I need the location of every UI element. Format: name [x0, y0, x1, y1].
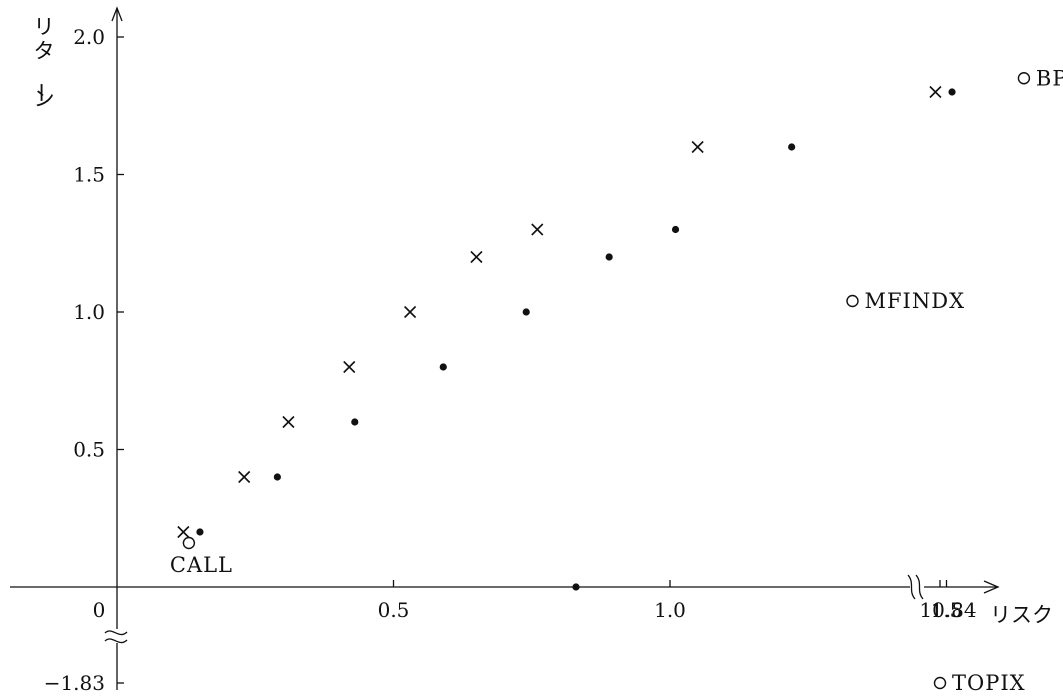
open-circle-point [935, 678, 946, 689]
data-marks [178, 87, 956, 591]
cross-point [283, 417, 294, 428]
cross-point [930, 87, 941, 98]
origin-label: 0 [93, 598, 106, 622]
open-circle-point [183, 538, 194, 549]
point-label: CALL [170, 553, 233, 577]
x-tick-label: 1.0 [654, 598, 686, 622]
x-axis-title: リスク [990, 603, 1053, 627]
dot-point [274, 473, 281, 480]
dot-point [672, 226, 679, 233]
dot-point [523, 308, 530, 315]
open-circle-point [847, 296, 858, 307]
cross-point [344, 362, 355, 373]
y-tick-label: 2.0 [73, 25, 105, 49]
x-break-label: 10.84 [919, 598, 976, 622]
open-circle-point [1018, 73, 1029, 84]
dot-point [788, 143, 795, 150]
axes [10, 8, 998, 690]
y-axis-title: リターン [29, 15, 55, 111]
dot-point [351, 418, 358, 425]
y-tick-label: 1.5 [73, 163, 105, 187]
x-tick-label: 0.5 [378, 598, 410, 622]
cross-point [532, 224, 543, 235]
cross-point [692, 142, 703, 153]
y-tick-label: 1.0 [73, 300, 105, 324]
point-label: BPI [1036, 66, 1063, 90]
axis-ticks: 0.51.01.52.02.50.51.01.52.0010.84−1.83リタ… [29, 15, 1063, 695]
dot-point [606, 253, 613, 260]
y-tick-label: 0.5 [73, 438, 105, 462]
point-label: TOPIX [952, 671, 1026, 695]
y-break-label: −1.83 [44, 671, 105, 695]
cross-point [405, 307, 416, 318]
dot-point [196, 528, 203, 535]
dot-point [440, 363, 447, 370]
cross-point [471, 252, 482, 263]
cross-point [239, 472, 250, 483]
cross-point [178, 527, 189, 538]
dot-point [948, 88, 955, 95]
dot-point [572, 583, 579, 590]
point-label: MFINDX [864, 289, 965, 313]
